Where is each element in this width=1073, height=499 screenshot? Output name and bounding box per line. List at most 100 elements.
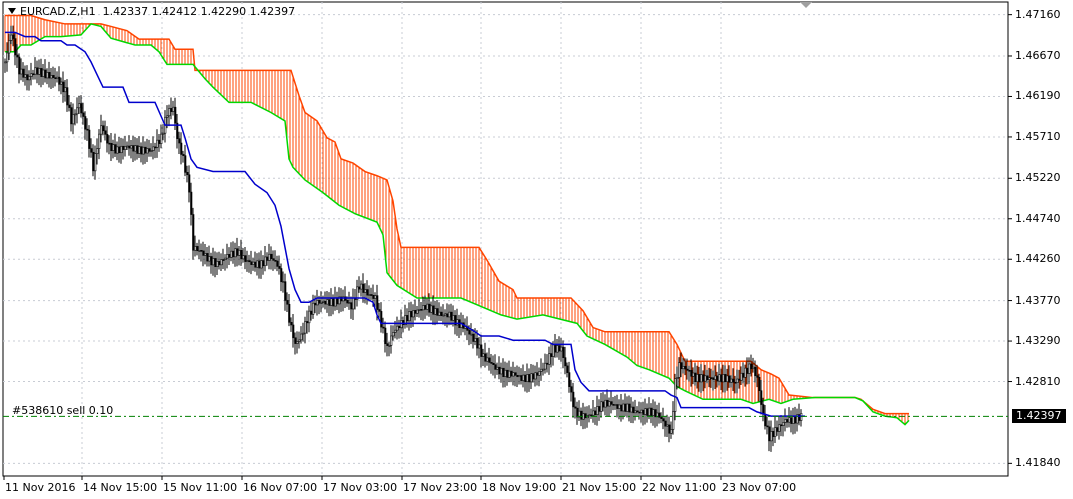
- candle-body: [200, 250, 203, 252]
- candle-body: [598, 406, 601, 412]
- candle-body: [110, 143, 113, 152]
- candle-body: [232, 250, 235, 258]
- candle-body: [408, 311, 411, 322]
- candle-body: [210, 256, 213, 266]
- candle-body: [196, 246, 199, 252]
- candle-body: [190, 191, 193, 215]
- candle-body: [720, 374, 723, 383]
- candle-body: [38, 68, 41, 75]
- high-value: 1.42412: [151, 5, 198, 18]
- candle-body: [28, 76, 31, 81]
- candle-body: [346, 300, 349, 304]
- candle-body: [426, 303, 429, 310]
- candle-body: [556, 345, 559, 353]
- y-tick-label: 1.44740: [1015, 211, 1061, 225]
- candle-body: [728, 375, 731, 383]
- candle-body: [696, 374, 699, 382]
- y-tick-label: 1.43770: [1015, 293, 1061, 307]
- candle-body: [394, 329, 397, 333]
- candle-body: [384, 327, 387, 345]
- candle-body: [254, 261, 257, 268]
- candle-body: [104, 130, 107, 135]
- candle-body: [30, 73, 33, 77]
- candle-body: [16, 54, 19, 58]
- candle-body: [98, 133, 101, 149]
- y-tick-label: 1.42810: [1015, 374, 1061, 388]
- candle-body: [416, 309, 419, 314]
- candle-body: [66, 87, 69, 106]
- candle-body: [162, 132, 165, 135]
- candle-body: [772, 430, 775, 437]
- candle-body: [132, 145, 135, 152]
- candle-body: [214, 258, 217, 267]
- candle-body: [726, 375, 729, 383]
- candle-body: [640, 409, 643, 414]
- candle-body: [664, 420, 667, 427]
- candle-body: [546, 362, 549, 365]
- candle-body: [120, 145, 123, 154]
- close-value: 1.42397: [249, 5, 296, 18]
- candle-body: [280, 268, 283, 283]
- senkou-span-b-line: [5, 14, 909, 415]
- candle-body: [116, 146, 119, 154]
- candle-body: [440, 311, 443, 317]
- candle-body: [798, 414, 801, 421]
- candle-body: [692, 372, 695, 377]
- candle-body: [20, 68, 23, 75]
- candle-body: [520, 375, 523, 381]
- x-tick-label: 17 Nov 23:00: [403, 481, 478, 494]
- candle-body: [266, 256, 269, 261]
- candle-body: [650, 407, 653, 416]
- candle-body: [44, 69, 47, 79]
- candle-body: [382, 326, 385, 329]
- candle-body: [42, 69, 45, 77]
- candle-body: [240, 249, 243, 260]
- x-tick-label: 18 Nov 19:00: [482, 481, 557, 494]
- candle-body: [742, 372, 745, 378]
- candle-body: [284, 281, 287, 301]
- candle-body: [406, 315, 409, 322]
- open-value: 1.42337: [102, 5, 149, 18]
- candle-body: [774, 427, 777, 437]
- candle-body: [600, 401, 603, 412]
- candle-body: [70, 107, 73, 125]
- candle-body: [222, 259, 225, 261]
- candle-body: [414, 310, 417, 314]
- candle-body: [158, 139, 161, 144]
- candle-body: [276, 260, 279, 267]
- candle-body: [558, 345, 561, 352]
- candle-body: [58, 76, 61, 85]
- y-tick-label: 1.46190: [1015, 89, 1061, 103]
- candle-body: [750, 363, 753, 370]
- candle-body: [244, 255, 247, 262]
- dropdown-triangle-icon[interactable]: [8, 8, 16, 14]
- candle-body: [548, 353, 551, 365]
- candle-body: [294, 337, 297, 344]
- candle-body: [468, 330, 471, 335]
- candle-body: [596, 406, 599, 416]
- candle-body: [64, 87, 67, 93]
- y-tick-label: 1.41840: [1015, 456, 1061, 470]
- candle-body: [680, 362, 683, 370]
- candle-body: [504, 369, 507, 377]
- candle-body: [144, 146, 147, 154]
- candle-body: [296, 341, 299, 344]
- candle-body: [454, 315, 457, 326]
- x-tick-label: 16 Nov 07:00: [243, 481, 318, 494]
- candle-body: [308, 310, 311, 324]
- candle-body: [386, 343, 389, 346]
- candle-body: [620, 404, 623, 412]
- order-line-label[interactable]: #538610 sell 0.10: [12, 404, 114, 417]
- candle-body: [648, 407, 651, 416]
- candle-body: [396, 325, 399, 331]
- candle-body: [14, 38, 17, 56]
- candle-body: [686, 368, 689, 371]
- candle-body: [778, 424, 781, 432]
- candle-body: [472, 333, 475, 342]
- candle-body: [312, 302, 315, 315]
- candle-body: [342, 296, 345, 302]
- candle-body: [290, 322, 293, 326]
- candle-body: [694, 372, 697, 382]
